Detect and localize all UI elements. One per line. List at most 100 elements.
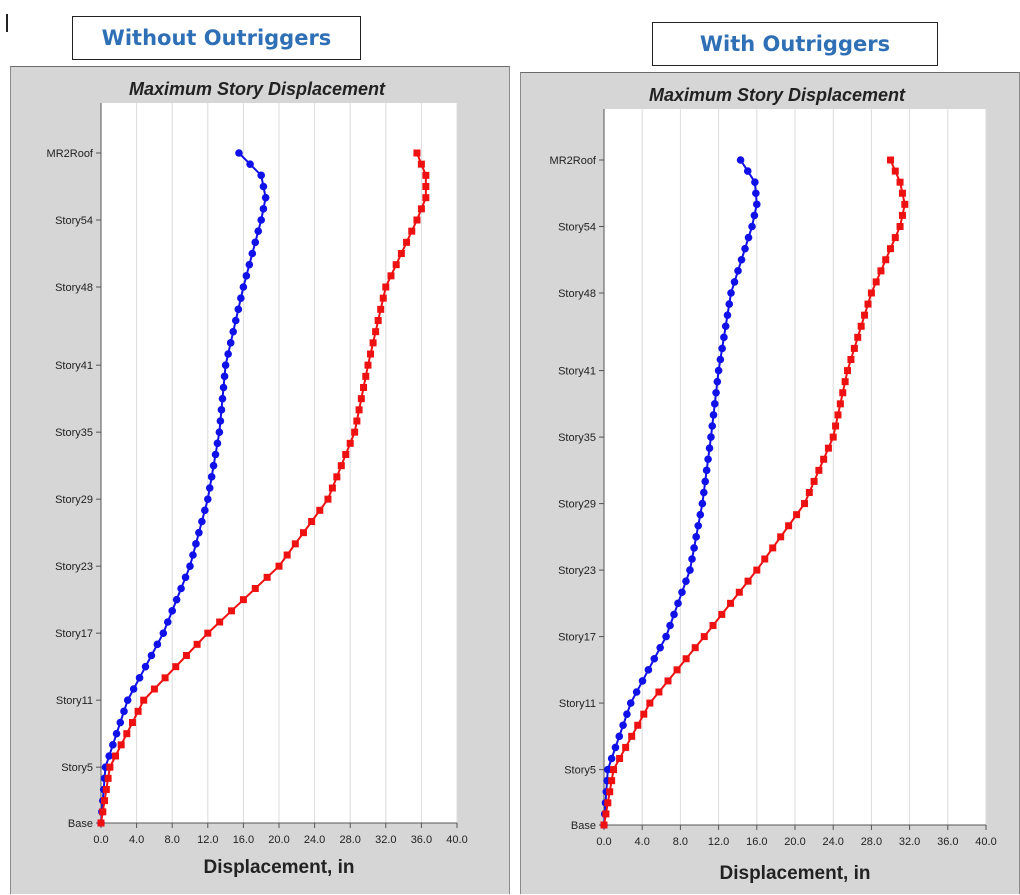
data-point (752, 189, 760, 198)
data-point (135, 674, 144, 682)
data-point (829, 433, 837, 441)
x-tick-label: 12.0 (708, 836, 729, 848)
data-point (793, 511, 801, 519)
data-point (699, 488, 708, 497)
data-point (836, 400, 844, 408)
data-point (211, 450, 220, 459)
data-point (896, 178, 904, 186)
x-tick-label: 36.0 (937, 836, 958, 848)
y-tick-label: Story29 (55, 494, 93, 506)
data-point (761, 555, 769, 563)
x-tick-label: 24.0 (304, 834, 325, 846)
y-tick-label: Story54 (558, 222, 596, 234)
data-point (666, 621, 674, 630)
data-point (387, 272, 395, 280)
data-point (129, 685, 138, 693)
data-point (750, 211, 759, 220)
data-point (216, 417, 225, 425)
data-point (785, 522, 793, 530)
data-point (777, 533, 785, 541)
data-point (656, 643, 664, 652)
data-point (604, 799, 612, 807)
x-tick-label: 16.0 (233, 834, 254, 846)
data-point (832, 422, 840, 430)
data-point (619, 721, 627, 730)
data-point (682, 577, 690, 585)
data-point (112, 729, 121, 738)
data-point (120, 707, 128, 716)
x-tick-label: 12.0 (197, 834, 218, 846)
data-point (602, 810, 610, 818)
data-point (216, 618, 224, 626)
data-point (709, 411, 718, 419)
x-tick-label: 0.0 (93, 834, 108, 846)
data-point (168, 607, 176, 615)
data-point (355, 406, 363, 414)
data-point (163, 618, 172, 626)
data-point (237, 294, 245, 302)
data-point (219, 383, 228, 392)
data-point (655, 688, 663, 696)
data-point (753, 200, 761, 209)
data-point (709, 622, 717, 629)
data-point (161, 674, 169, 682)
data-point (718, 610, 726, 618)
data-point (299, 529, 307, 537)
data-point (382, 283, 390, 291)
data-point (374, 317, 382, 324)
y-tick-label: MR2Roof (550, 155, 597, 167)
data-point (841, 378, 849, 386)
data-point (737, 255, 746, 264)
data-point (417, 205, 425, 213)
x-tick-label: 28.0 (861, 836, 882, 848)
x-tick-label: 20.0 (268, 834, 289, 846)
data-point (696, 510, 705, 519)
data-point (422, 194, 430, 202)
data-point (898, 189, 906, 197)
data-point (736, 156, 745, 164)
data-point (181, 573, 190, 582)
data-point (854, 333, 862, 341)
data-point (741, 244, 749, 253)
data-point (123, 730, 131, 738)
x-tick-label: 8.0 (673, 836, 688, 848)
data-point (403, 238, 411, 246)
data-point (221, 361, 230, 369)
data-point (744, 577, 752, 585)
chart-svg: 0.0 4.0 8.0 12.0 16.0 20.0 24.0 28.0 32.0 36.0 40.… (550, 85, 997, 884)
data-point (372, 328, 380, 336)
data-point (106, 763, 114, 771)
data-point (891, 167, 899, 175)
label-with-outriggers: With Outriggers (652, 22, 938, 66)
data-point (116, 718, 125, 727)
data-point (708, 422, 717, 430)
data-point (686, 566, 694, 574)
data-point (690, 544, 698, 552)
data-point (172, 595, 181, 604)
data-point (308, 518, 316, 525)
data-point (673, 666, 681, 674)
chart-panel-with-outriggers: 0.0 4.0 8.0 12.0 16.0 20.0 24.0 28.0 32.0 36.0 40.… (520, 72, 1020, 894)
data-point (261, 193, 270, 202)
data-point (177, 584, 185, 593)
data-point (815, 466, 823, 474)
data-point (215, 428, 224, 436)
data-point (239, 596, 247, 604)
data-point (810, 477, 818, 485)
data-point (844, 367, 852, 375)
data-point (604, 765, 612, 774)
data-point (417, 160, 425, 168)
data-point (857, 322, 865, 330)
data-point (204, 495, 212, 503)
data-point (369, 339, 377, 347)
data-point (246, 160, 254, 168)
data-point (128, 719, 136, 726)
data-point (367, 350, 375, 358)
y-tick-label: Story5 (61, 762, 93, 774)
data-point (195, 528, 203, 537)
data-point (698, 499, 707, 508)
data-point (638, 677, 647, 685)
data-point (109, 741, 117, 749)
y-tick-label: Story11 (56, 695, 93, 707)
data-point (891, 234, 899, 242)
